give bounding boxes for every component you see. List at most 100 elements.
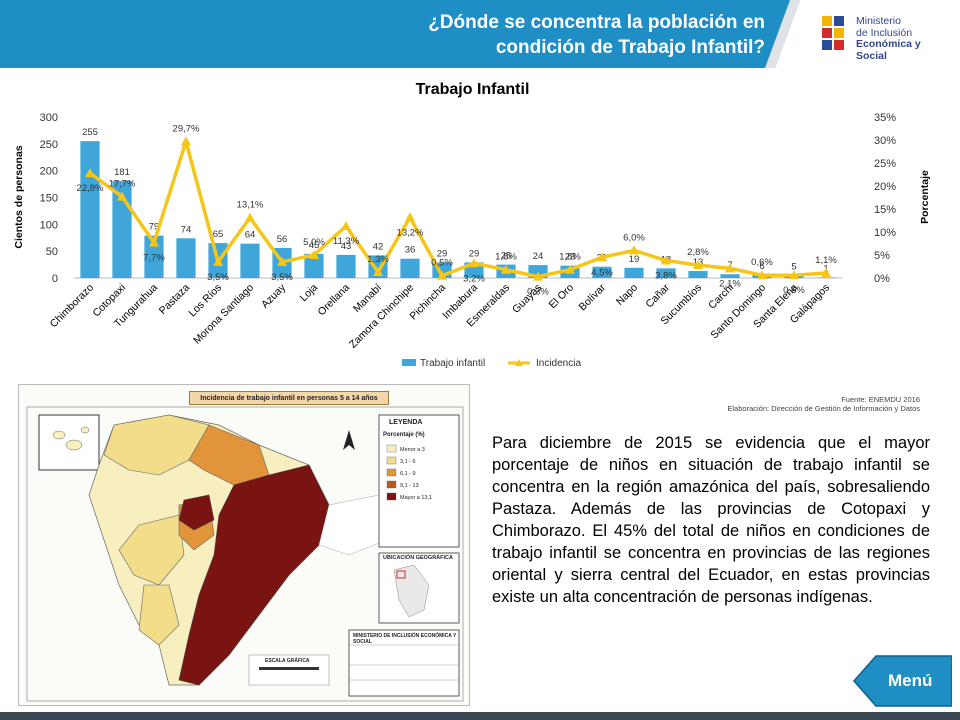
map-ministry-block: MINISTERIO DE INCLUSIÓN ECONÓMICA Y SOCI… [353, 633, 457, 645]
incidence-point [405, 212, 415, 222]
incidence-line [88, 139, 827, 279]
y2-tick-label: 0% [874, 273, 890, 285]
bar [720, 274, 740, 278]
legend-item: 3,1 - 6 [400, 459, 416, 465]
incidence-map: Incidencia de trabajo infantil en person… [18, 384, 470, 706]
incidence-label: 1,8% [559, 252, 581, 263]
bar-value-label: 255 [82, 127, 98, 138]
incidence-point [725, 263, 735, 273]
bar-value-label: 79 [149, 222, 160, 233]
bar [240, 243, 260, 278]
bar [304, 253, 324, 278]
incidence-point [341, 221, 351, 231]
incidence-label: 1,1% [815, 255, 837, 266]
menu-label: Menú [888, 671, 933, 690]
incidence-point [117, 191, 127, 201]
y2-tick-label: 20% [874, 181, 896, 193]
y2-tick-label: 5% [874, 250, 890, 262]
bar-value-label: 6 [759, 261, 764, 272]
category-label: Chimborazo [48, 282, 97, 331]
y-tick-label: 100 [40, 219, 58, 231]
category-label: Loja [298, 282, 321, 305]
source-line: Fuente: ENEMDU 2016 [841, 395, 920, 404]
bar-value-label: 29 [437, 248, 448, 259]
bar-value-label: 65 [213, 229, 224, 240]
y-tick-label: 50 [46, 246, 58, 258]
bar-value-label: 64 [245, 230, 256, 241]
bar-value-label: 25 [501, 251, 512, 262]
y2-tick-label: 25% [874, 158, 896, 170]
legend-item: Mayor a 13,1 [400, 495, 433, 501]
bar-value-label: 56 [277, 234, 288, 245]
y-tick-label: 300 [40, 112, 58, 124]
incidence-point [437, 270, 447, 280]
incidence-label: 5,0% [303, 237, 325, 248]
incidence-label: 13,1% [237, 200, 264, 211]
bar-value-label: 43 [341, 241, 352, 252]
map-drawing [26, 406, 464, 702]
logo-line2: de Inclusión [856, 26, 913, 39]
legend-marker [515, 359, 523, 366]
incidence-label: 17,7% [109, 179, 136, 190]
bar [144, 235, 164, 278]
incidence-point [245, 212, 255, 222]
incidence-point [693, 260, 703, 270]
incidence-label: 22,8% [77, 183, 104, 194]
map-legend-title: LEYENDA [389, 419, 423, 426]
incidence-label: 3,8% [655, 271, 677, 282]
bar-value-label: 42 [373, 241, 384, 252]
legend-label: Trabajo infantil [420, 358, 485, 369]
description-paragraph: Para diciembre de 2015 se evidencia que … [492, 434, 930, 606]
ministry-emblem-icon [822, 16, 844, 50]
y-tick-label: 250 [40, 139, 58, 151]
chart-area: 0 50 100 150 200 250 300 0% 5% 10% 15% 20% 25% 30% 35%… [0, 75, 960, 375]
y-tick-label: 0 [52, 273, 58, 285]
category-label: Azuay [259, 281, 289, 311]
menu-button[interactable]: Menú [852, 654, 953, 708]
category-label: Napo [614, 282, 640, 308]
category-label: El Oro [547, 282, 577, 312]
incidence-point [181, 136, 191, 146]
incidence-point [309, 250, 319, 259]
category-label: Cañar [643, 281, 672, 310]
bar [592, 266, 612, 278]
incidence-label: 2,1% [719, 278, 741, 289]
incidence-point [533, 271, 543, 281]
incidence-point [469, 258, 479, 268]
map-title: Incidencia de trabajo infantil en person… [189, 391, 389, 405]
logo-line1: Ministerio [856, 15, 901, 27]
bar-value-label: 36 [405, 245, 416, 256]
y-tick-label: 150 [40, 193, 58, 205]
bar-value-label: 19 [629, 254, 640, 265]
bottom-bar [0, 712, 960, 720]
map-scale-label: ESCALA GRÁFICA [265, 658, 310, 664]
y2-tick-label: 10% [874, 227, 896, 239]
incidence-label: 4,5% [591, 267, 613, 278]
incidence-label: 0,3% [527, 287, 549, 298]
bar-line-chart: 0 50 100 150 200 250 300 0% 5% 10% 15% 20% 25% 30% 35%… [13, 112, 931, 369]
bar-value-label: 181 [114, 167, 130, 178]
y2-tick-label: 30% [874, 135, 896, 147]
bar [816, 277, 836, 278]
map-inset-title: UBICACIÓN GEOGRÁFICA [383, 555, 453, 561]
bar [176, 238, 196, 278]
incidence-label: 0,6% [751, 257, 773, 268]
category-label: Bolívar [577, 281, 609, 313]
legend-label: Incidencia [536, 358, 581, 369]
incidence-label: 11,3% [333, 236, 360, 247]
map-legend-items: Menor a 3 3,1 - 6 6,1 - 9 9,1 - 13 Mayor… [400, 444, 432, 504]
incidence-label: 2,8% [687, 247, 709, 258]
y-tick-label: 200 [40, 166, 58, 178]
bar [400, 258, 420, 278]
incidence-point [629, 245, 639, 255]
incidence-label: 29,7% [173, 123, 200, 134]
incidence-point [213, 256, 223, 266]
legend-item: 6,1 - 9 [400, 471, 416, 477]
incidence-label: 0,6% [783, 285, 805, 296]
header-shape [0, 0, 800, 68]
bar [688, 271, 708, 278]
bar [336, 254, 356, 278]
elaboration-line: Elaboración: Dirección de Gestión de Inf… [727, 404, 920, 413]
incidence-point [821, 267, 831, 277]
page-title-line1: ¿Dónde se concentra la población en [428, 12, 765, 33]
